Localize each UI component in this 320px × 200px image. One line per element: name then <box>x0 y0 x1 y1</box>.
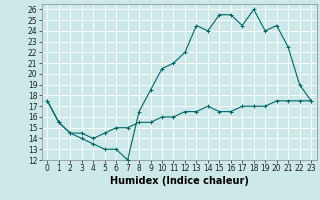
X-axis label: Humidex (Indice chaleur): Humidex (Indice chaleur) <box>110 176 249 186</box>
